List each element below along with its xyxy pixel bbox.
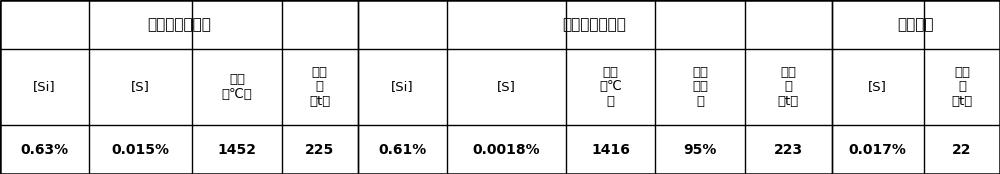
- Text: 1452: 1452: [217, 143, 256, 157]
- Text: 0.61%: 0.61%: [378, 143, 426, 157]
- Text: 铁水
亮液
面: 铁水 亮液 面: [692, 66, 708, 108]
- Text: 铁水
量
（t）: 铁水 量 （t）: [309, 66, 330, 108]
- Text: 225: 225: [305, 143, 334, 157]
- Text: 废钢情况: 废钢情况: [898, 17, 934, 32]
- Text: 22: 22: [952, 143, 972, 157]
- Text: 1416: 1416: [591, 143, 630, 157]
- Text: 温度
（℃
）: 温度 （℃ ）: [599, 66, 622, 108]
- Text: 铁水
量
（t）: 铁水 量 （t）: [777, 66, 799, 108]
- Text: 脱硫后铁水情况: 脱硫后铁水情况: [563, 17, 627, 32]
- Text: 废钢
量
（t）: 废钢 量 （t）: [951, 66, 973, 108]
- Text: [S]: [S]: [131, 81, 150, 93]
- Text: 温度
（℃）: 温度 （℃）: [222, 73, 252, 101]
- Text: [S]: [S]: [868, 81, 887, 93]
- Text: 0.63%: 0.63%: [21, 143, 69, 157]
- Text: 0.0018%: 0.0018%: [473, 143, 540, 157]
- Text: 223: 223: [773, 143, 803, 157]
- Text: 0.015%: 0.015%: [112, 143, 170, 157]
- Text: [Si]: [Si]: [33, 81, 56, 93]
- Text: 95%: 95%: [683, 143, 717, 157]
- Text: [Si]: [Si]: [391, 81, 413, 93]
- Text: [S]: [S]: [497, 81, 516, 93]
- Text: 0.017%: 0.017%: [849, 143, 907, 157]
- Text: 脱硫前铁水情况: 脱硫前铁水情况: [147, 17, 211, 32]
